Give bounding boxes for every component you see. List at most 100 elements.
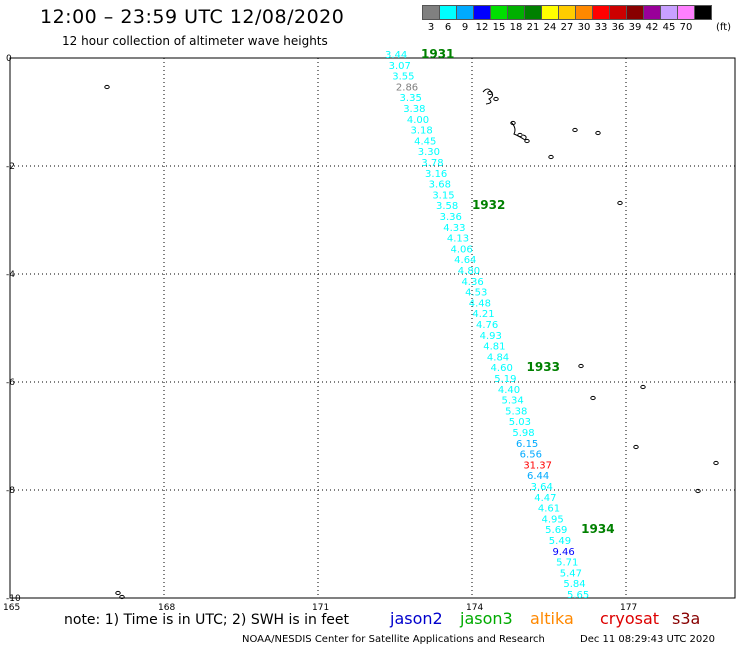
wave-height-value: 4.45 <box>414 136 436 147</box>
wave-height-value: 5.69 <box>545 525 567 536</box>
wave-height-value: 9.46 <box>552 547 574 558</box>
satellite-name: cryosat <box>600 609 660 628</box>
wave-height-value: 3.55 <box>392 72 414 83</box>
footer-timestamp: Dec 11 08:29:43 UTC 2020 <box>580 634 715 645</box>
wave-height-value: 5.47 <box>560 568 582 579</box>
lat-label: 0 <box>6 54 12 64</box>
island-outline <box>510 121 527 141</box>
wave-height-value: 4.33 <box>443 223 465 234</box>
wave-height-value: 4.53 <box>465 288 487 299</box>
map-subtitle: 12 hour collection of altimeter wave hei… <box>62 34 328 48</box>
wave-height-value: 31.37 <box>523 460 552 471</box>
island-outline <box>493 96 499 102</box>
legend-label: 24 <box>543 22 557 33</box>
wave-height-value: 4.47 <box>534 493 556 504</box>
legend-label: 36 <box>611 22 625 33</box>
legend-label: 18 <box>509 22 523 33</box>
island-outline <box>695 488 701 494</box>
wave-height-value: 2.86 <box>396 82 418 93</box>
wave-height-value: 4.93 <box>480 331 502 342</box>
legend-label: 21 <box>526 22 540 33</box>
track-time-label: 1934 <box>581 522 614 536</box>
wave-height-value: 4.13 <box>447 234 469 245</box>
island-outline <box>640 384 646 390</box>
wave-height-value: 3.18 <box>410 126 432 137</box>
legend-label: 6 <box>444 22 452 33</box>
wave-height-value: 4.60 <box>491 363 513 374</box>
legend-label: 15 <box>492 22 506 33</box>
island-outline <box>524 138 530 144</box>
wave-height-value: 3.64 <box>531 482 553 493</box>
track-time-label: 1932 <box>472 198 505 212</box>
lon-label: 171 <box>312 603 329 613</box>
lon-label: 168 <box>158 603 175 613</box>
wave-height-value: 4.81 <box>483 342 505 353</box>
island-outline <box>633 444 639 450</box>
legend-label: 27 <box>560 22 574 33</box>
lon-label: 174 <box>466 603 483 613</box>
wave-height-value: 4.84 <box>487 352 509 363</box>
track-time-label: 1933 <box>527 360 560 374</box>
wave-height-value: 3.38 <box>403 104 425 115</box>
wave-height-value: 3.68 <box>429 180 451 191</box>
lat-label: -10 <box>6 594 21 604</box>
legend-label: 45 <box>662 22 676 33</box>
island-outline <box>104 84 110 90</box>
satellite-name: jason3 <box>460 609 513 628</box>
island-outline <box>115 590 121 596</box>
wave-height-value: 4.95 <box>542 514 564 525</box>
wave-height-value: 5.03 <box>509 417 531 428</box>
legend-label: 30 <box>577 22 591 33</box>
island-outline <box>119 594 125 600</box>
lat-label: -2 <box>6 162 15 172</box>
wave-height-value: 3.07 <box>389 61 411 72</box>
wave-height-value: 4.80 <box>458 266 480 277</box>
island-outline <box>578 363 584 369</box>
wave-height-value: 3.30 <box>418 147 440 158</box>
legend-swatch <box>694 5 712 20</box>
wave-height-value: 4.36 <box>461 277 483 288</box>
island-outline <box>590 395 596 401</box>
wave-height-value: 3.58 <box>436 201 458 212</box>
legend-label: 12 <box>475 22 489 33</box>
wave-height-value: 3.36 <box>440 212 462 223</box>
wave-height-value: 3.15 <box>432 190 454 201</box>
wave-height-value: 4.64 <box>454 255 476 266</box>
wave-height-value: 4.40 <box>498 385 520 396</box>
legend-label: 39 <box>628 22 642 33</box>
satellite-name: jason2 <box>390 609 443 628</box>
satellite-name: s3a <box>672 609 701 628</box>
map-frame <box>9 57 736 599</box>
wave-height-value: 5.84 <box>563 579 585 590</box>
island-outline <box>548 154 554 160</box>
wave-height-value: 6.56 <box>520 450 542 461</box>
lon-label: 165 <box>3 603 20 613</box>
legend-label: 3 <box>427 22 435 33</box>
wave-height-value: 3.35 <box>400 93 422 104</box>
wave-height-value: 4.61 <box>538 504 560 515</box>
footer-credit: NOAA/NESDIS Center for Satellite Applica… <box>242 634 545 645</box>
legend-unit: (ft) <box>716 22 732 33</box>
legend-label: 42 <box>645 22 659 33</box>
color-legend <box>422 5 712 20</box>
wave-height-value: 4.00 <box>407 115 429 126</box>
wave-height-value: 5.65 <box>567 590 589 601</box>
legend-label: 33 <box>594 22 608 33</box>
wave-height-value: 5.38 <box>505 406 527 417</box>
wave-height-value: 3.78 <box>421 158 443 169</box>
legend-label: 70 <box>679 22 693 33</box>
wave-height-value: 5.34 <box>501 396 523 407</box>
island-outline <box>617 200 623 206</box>
track-time-label: 1931 <box>421 47 454 61</box>
legend-label: 9 <box>461 22 469 33</box>
wave-height-value: 3.16 <box>425 169 447 180</box>
wave-height-value: 6.15 <box>516 439 538 450</box>
lat-label: -4 <box>6 270 15 280</box>
lon-label: 177 <box>620 603 637 613</box>
wave-height-value: 6.44 <box>527 471 549 482</box>
lat-label: -8 <box>6 486 15 496</box>
wave-height-value: 4.76 <box>476 320 498 331</box>
wave-height-value: 5.71 <box>556 558 578 569</box>
wave-height-value: 5.98 <box>512 428 534 439</box>
